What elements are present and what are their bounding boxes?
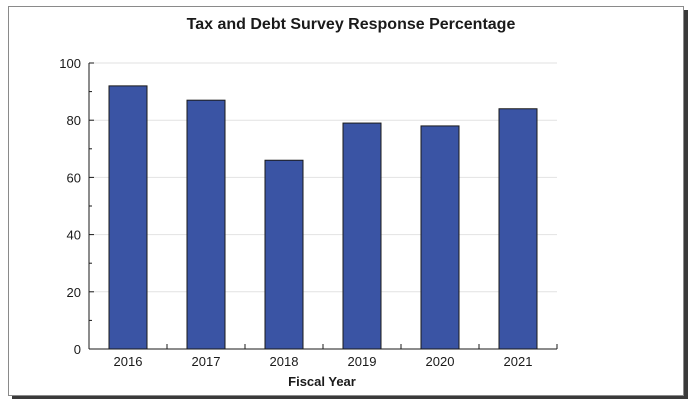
frame-shadow-right <box>684 10 688 398</box>
axes <box>88 62 558 350</box>
gridlines <box>89 62 557 293</box>
y-tick-labels: 0 20 40 60 80 100 <box>59 56 81 357</box>
bar-2021 <box>498 108 538 350</box>
bars <box>108 85 538 350</box>
bar-2018 <box>264 159 304 350</box>
x-tick-label: 2017 <box>192 354 221 369</box>
bar-2020 <box>420 125 460 350</box>
bar-2019 <box>342 122 382 350</box>
y-tick-label: 80 <box>67 113 81 128</box>
y-tick-label: 0 <box>74 342 81 357</box>
x-tick-label: 2020 <box>426 354 455 369</box>
x-tick-label: 2018 <box>270 354 299 369</box>
y-tick-label: 40 <box>67 228 81 243</box>
chart-title: Tax and Debt Survey Response Percentage <box>187 16 516 33</box>
bar-2016 <box>108 85 148 350</box>
x-axis-label: Fiscal Year <box>288 374 356 389</box>
x-tick-labels: 2016 2017 2018 2019 2020 2021 <box>114 354 533 369</box>
x-tick-label: 2016 <box>114 354 143 369</box>
x-tick-label: 2021 <box>504 354 533 369</box>
y-tick-label: 20 <box>67 285 81 300</box>
y-tick-label: 60 <box>67 170 81 185</box>
x-tick-label: 2019 <box>348 354 377 369</box>
bar-2017 <box>186 99 226 350</box>
frame-shadow-bottom <box>12 396 688 399</box>
y-tick-label: 100 <box>59 56 81 71</box>
